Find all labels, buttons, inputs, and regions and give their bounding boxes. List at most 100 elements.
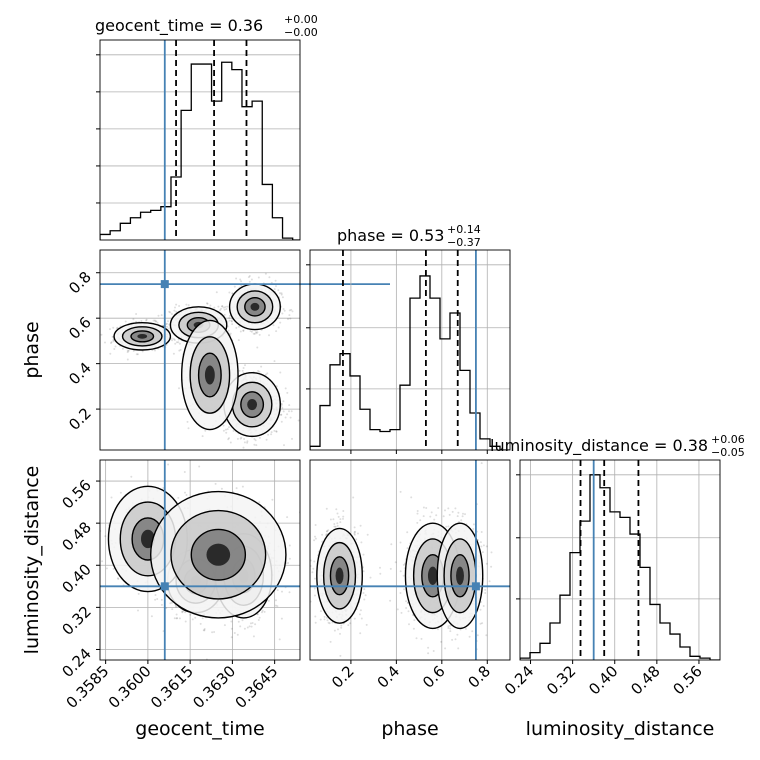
hist-bar bbox=[252, 101, 262, 240]
scatter-point bbox=[231, 292, 234, 295]
title-luminosity-distance: luminosity_distance = 0.38 +0.06 −0.05 bbox=[490, 433, 745, 459]
scatter-point bbox=[172, 338, 175, 340]
scatter-point bbox=[175, 617, 178, 620]
scatter-point bbox=[137, 592, 140, 595]
scatter-point bbox=[178, 342, 181, 345]
scatter-point bbox=[313, 587, 316, 590]
scatter-point bbox=[248, 451, 250, 453]
hist-bar bbox=[161, 207, 171, 240]
scatter-point bbox=[154, 349, 156, 352]
scatter-point bbox=[276, 589, 279, 592]
scatter-point bbox=[220, 487, 223, 490]
scatter-point bbox=[284, 416, 287, 419]
scatter-point bbox=[333, 629, 336, 632]
scatter-point bbox=[228, 437, 230, 440]
scatter-point bbox=[332, 518, 335, 521]
scatter-point bbox=[130, 475, 133, 478]
scatter-point bbox=[255, 332, 258, 335]
scatter-point bbox=[268, 276, 271, 279]
scatter-point bbox=[145, 318, 148, 321]
scatter-point bbox=[274, 604, 277, 607]
scatter-point bbox=[335, 508, 338, 511]
scatter-point bbox=[275, 430, 278, 433]
scatter-point bbox=[337, 515, 340, 518]
scatter-point bbox=[109, 328, 111, 331]
scatter-point bbox=[280, 403, 283, 406]
panel-border bbox=[99, 459, 301, 661]
scatter-point bbox=[251, 622, 254, 624]
scatter-point bbox=[173, 309, 176, 312]
scatter-point bbox=[189, 613, 192, 616]
scatter-point bbox=[261, 611, 263, 614]
scatter-point bbox=[284, 387, 287, 390]
scatter-point bbox=[194, 616, 197, 619]
scatter-point bbox=[275, 330, 278, 333]
y-tick-label: 0.48 bbox=[58, 518, 94, 554]
scatter-point bbox=[339, 521, 342, 524]
scatter-point bbox=[280, 420, 283, 423]
scatter-point bbox=[289, 317, 292, 320]
scatter-point bbox=[288, 557, 291, 560]
x-tick-label: 0.3630 bbox=[189, 662, 239, 712]
scatter-point bbox=[240, 280, 243, 283]
hist-bar bbox=[272, 218, 282, 240]
scatter-point bbox=[280, 617, 283, 620]
hist-bar bbox=[320, 406, 330, 450]
scatter-point bbox=[233, 632, 236, 634]
scatter-point bbox=[155, 320, 158, 323]
scatter-point bbox=[175, 613, 178, 616]
scatter-point bbox=[357, 532, 359, 535]
scatter-point bbox=[126, 358, 129, 361]
scatter-point bbox=[325, 507, 328, 510]
truth-marker bbox=[160, 280, 169, 289]
scatter-point bbox=[288, 591, 291, 594]
scatter-point bbox=[154, 594, 157, 596]
scatter-point bbox=[154, 320, 157, 323]
scatter-point bbox=[206, 302, 209, 305]
scatter-point bbox=[260, 365, 263, 368]
scatter-point bbox=[166, 322, 168, 325]
scatter-point bbox=[243, 438, 246, 440]
scatter-point bbox=[336, 512, 339, 515]
scatter-point bbox=[311, 571, 314, 574]
scatter-point bbox=[178, 387, 180, 390]
scatter-point bbox=[176, 617, 179, 620]
scatter-point bbox=[319, 610, 322, 613]
hist-bar bbox=[310, 446, 320, 450]
scatter-point bbox=[253, 438, 256, 440]
scatter-point bbox=[160, 603, 163, 606]
scatter-point bbox=[242, 329, 245, 332]
scatter-point bbox=[232, 429, 235, 432]
hist-step bbox=[100, 61, 300, 240]
truth-marker bbox=[160, 582, 169, 591]
scatter-point bbox=[168, 327, 171, 330]
scatter-point bbox=[248, 280, 251, 283]
scatter-point bbox=[286, 391, 289, 394]
scatter-point bbox=[210, 458, 212, 460]
y-tick-label: 0.2 bbox=[65, 404, 95, 434]
hist-step bbox=[310, 275, 510, 450]
scatter-point bbox=[342, 510, 345, 512]
scatter-point bbox=[191, 618, 194, 621]
scatter-point bbox=[352, 496, 355, 499]
scatter-point bbox=[290, 410, 293, 413]
scatter-area bbox=[310, 462, 493, 657]
hist-bar bbox=[410, 298, 420, 450]
scatter-point bbox=[354, 530, 357, 533]
scatter-point bbox=[281, 296, 284, 299]
scatter-point bbox=[314, 524, 317, 526]
scatter-point bbox=[238, 325, 240, 328]
scatter-point bbox=[283, 309, 286, 312]
scatter-point bbox=[325, 530, 328, 533]
scatter-point bbox=[258, 370, 261, 373]
scatter-point bbox=[314, 621, 317, 624]
scatter-point bbox=[325, 616, 328, 619]
scatter-point bbox=[156, 598, 159, 600]
scatter-point bbox=[230, 636, 233, 639]
scatter-point bbox=[226, 428, 229, 431]
scatter-point bbox=[267, 599, 270, 602]
hist-bar bbox=[460, 370, 470, 450]
scatter-point bbox=[174, 306, 176, 309]
scatter-point bbox=[173, 339, 176, 341]
